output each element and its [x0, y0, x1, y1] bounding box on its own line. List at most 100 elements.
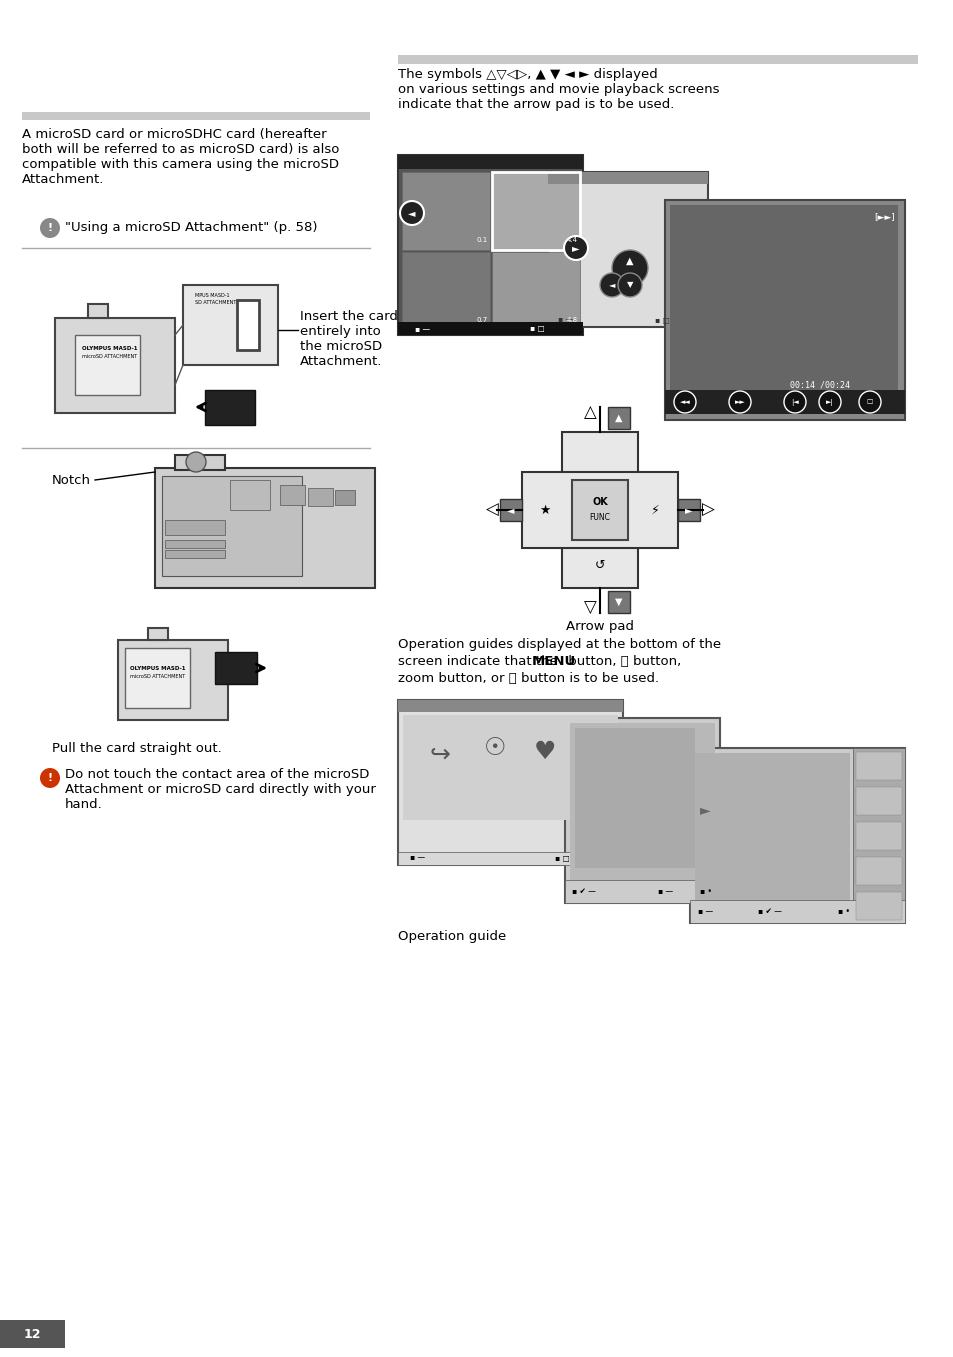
Bar	[0, 1320, 65, 1348]
Bar	[397, 852, 622, 864]
Circle shape	[40, 218, 60, 237]
Bar	[236, 300, 258, 350]
Text: |◄: |◄	[790, 399, 798, 406]
Text: ◄: ◄	[608, 281, 615, 289]
Text: ▲: ▲	[625, 256, 633, 266]
Text: Notch: Notch	[52, 474, 91, 487]
Bar	[689, 900, 904, 923]
Bar	[678, 499, 700, 521]
Text: ▪ ✔ —: ▪ ✔ —	[572, 887, 596, 897]
Bar	[492, 172, 579, 250]
Bar	[575, 727, 695, 868]
Bar	[855, 752, 901, 780]
Polygon shape	[148, 628, 168, 641]
Bar	[125, 649, 190, 708]
Bar	[547, 172, 707, 185]
Text: 4.4: 4.4	[566, 237, 578, 243]
Text: ▪ —: ▪ —	[415, 324, 430, 334]
Bar	[174, 455, 225, 470]
Bar	[154, 468, 375, 588]
Bar	[564, 879, 720, 902]
Circle shape	[399, 201, 423, 225]
Bar	[280, 484, 305, 505]
Bar	[397, 56, 917, 64]
Bar	[569, 723, 714, 893]
Text: ▼: ▼	[615, 597, 622, 607]
Text: OLYMPUS MASD-1: OLYMPUS MASD-1	[131, 665, 186, 670]
Bar	[492, 252, 579, 330]
Text: ☉: ☉	[483, 735, 506, 760]
Text: button, ⬜ button,: button, ⬜ button,	[563, 655, 680, 668]
Bar	[214, 651, 256, 684]
Bar	[22, 113, 370, 119]
Bar	[401, 252, 490, 330]
Bar	[521, 472, 678, 548]
Circle shape	[673, 391, 696, 413]
Text: ↺: ↺	[594, 559, 604, 571]
Text: ◄◄: ◄◄	[679, 399, 690, 404]
Text: ◁: ◁	[485, 501, 497, 518]
Text: ▽: ▽	[583, 598, 596, 617]
Text: MPUS MASD-1: MPUS MASD-1	[194, 293, 230, 299]
Text: ▪ —: ▪ —	[658, 887, 673, 897]
Bar	[165, 540, 225, 548]
Text: ►: ►	[684, 505, 692, 516]
Text: 4.8: 4.8	[566, 318, 578, 323]
Bar	[572, 480, 627, 540]
Text: ►►: ►►	[734, 399, 744, 404]
Text: ♥: ♥	[534, 740, 556, 764]
Bar	[855, 822, 901, 849]
Circle shape	[599, 273, 623, 297]
Text: 00:14 /00:24: 00:14 /00:24	[789, 381, 849, 389]
Bar	[852, 748, 904, 923]
Text: Pull the card straight out.: Pull the card straight out.	[52, 742, 221, 754]
Text: 0.7: 0.7	[476, 318, 488, 323]
Bar	[397, 700, 622, 864]
Bar	[664, 389, 904, 414]
Bar	[402, 715, 618, 820]
Text: △: △	[583, 403, 596, 421]
Text: ▪ •: ▪ •	[837, 908, 849, 916]
Text: ◄: ◄	[408, 208, 416, 218]
Circle shape	[818, 391, 841, 413]
Circle shape	[858, 391, 880, 413]
Text: "Using a microSD Attachment" (p. 58): "Using a microSD Attachment" (p. 58)	[65, 221, 317, 235]
Bar	[689, 748, 904, 923]
Text: ★: ★	[538, 503, 550, 517]
Text: The symbols △▽◁▷, ▲ ▼ ◄ ► displayed
on various settings and movie playback scree: The symbols △▽◁▷, ▲ ▼ ◄ ► displayed on v…	[397, 68, 719, 111]
Bar	[183, 285, 277, 365]
Text: FUNC: FUNC	[589, 513, 610, 522]
Text: !: !	[48, 773, 52, 783]
Text: 12: 12	[23, 1327, 41, 1341]
Bar	[205, 389, 254, 425]
Text: ▪ □: ▪ □	[555, 854, 569, 863]
Text: ▪ ✔ —: ▪ ✔ —	[758, 908, 781, 916]
Bar	[75, 335, 140, 395]
Text: microSD ATTACHMENT: microSD ATTACHMENT	[82, 354, 137, 358]
Text: OK: OK	[592, 497, 607, 508]
Text: ▪ □: ▪ □	[655, 315, 669, 324]
Text: Operation guides displayed at the bottom of the: Operation guides displayed at the bottom…	[397, 638, 720, 651]
Text: Do not touch the contact area of the microSD
Attachment or microSD card directly: Do not touch the contact area of the mic…	[65, 768, 375, 811]
Text: Insert the card
entirely into
the microSD
Attachment.: Insert the card entirely into the microS…	[299, 309, 397, 368]
Text: ►|: ►|	[825, 399, 833, 406]
Text: ▲: ▲	[615, 413, 622, 423]
Text: MENU: MENU	[532, 655, 576, 668]
Bar	[855, 858, 901, 885]
Bar	[492, 172, 579, 250]
Bar	[499, 499, 521, 521]
Text: !: !	[48, 223, 52, 233]
Bar	[695, 753, 849, 908]
Bar	[401, 172, 490, 250]
Text: microSD ATTACHMENT: microSD ATTACHMENT	[131, 673, 186, 678]
Bar	[397, 700, 622, 712]
Text: SD ATTACHMENT: SD ATTACHMENT	[194, 300, 236, 305]
Bar	[230, 480, 270, 510]
Circle shape	[783, 391, 805, 413]
Circle shape	[40, 768, 60, 788]
Text: zoom button, or 🗑 button is to be used.: zoom button, or 🗑 button is to be used.	[397, 672, 659, 685]
Circle shape	[612, 250, 647, 286]
Text: OLYMPUS MASD-1: OLYMPUS MASD-1	[82, 346, 137, 350]
Bar	[564, 718, 720, 902]
Text: [►►]: [►►]	[873, 212, 894, 221]
